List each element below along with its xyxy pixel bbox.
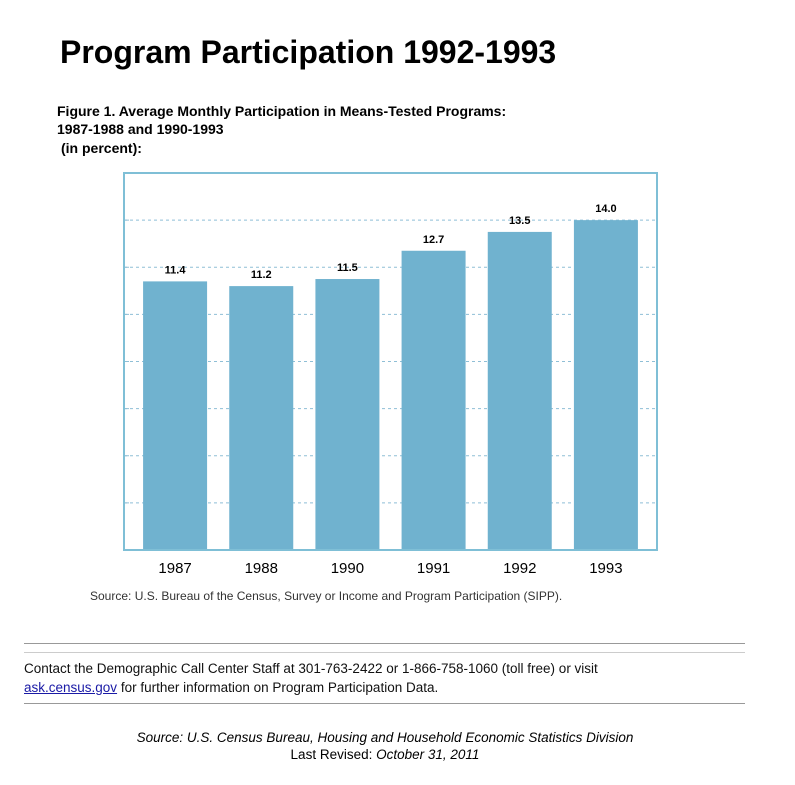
x-tick-label: 1992 <box>503 560 536 577</box>
contact-text: Contact the Demographic Call Center Staf… <box>24 661 598 676</box>
data-label: 12.7 <box>423 234 444 246</box>
divider <box>24 643 745 644</box>
contact-link[interactable]: ask.census.gov <box>24 680 118 695</box>
bar <box>487 231 552 550</box>
bar <box>315 279 380 550</box>
data-label: 11.5 <box>337 262 358 274</box>
bar <box>401 250 466 550</box>
x-tick-label: 1987 <box>158 560 191 577</box>
data-label: 14.0 <box>595 203 616 215</box>
contact-line: ask.census.gov for further information o… <box>24 680 438 695</box>
x-tick-label: 1990 <box>331 560 364 577</box>
footer-source: Source: U.S. Census Bureau, Housing and … <box>136 730 634 745</box>
bar <box>229 286 294 550</box>
chart-subtitle: 1987-1988 and 1990-1993 <box>57 121 224 137</box>
x-tick-label: 1988 <box>245 560 278 577</box>
x-tick-label: 1991 <box>417 560 450 577</box>
page-heading: Program Participation 1992-1993 <box>60 34 557 70</box>
revised-date: October 31, 2011 <box>376 747 480 762</box>
bar <box>573 220 638 550</box>
divider <box>24 652 745 653</box>
bar <box>143 281 208 550</box>
chart: 1987 11.4 1988 11.2 1990 11.5 1991 12.7 1992 13.5… <box>123 172 658 577</box>
data-label: 13.5 <box>509 215 530 227</box>
contact-tail: for further information on Program Parti… <box>120 680 439 695</box>
data-label: 11.2 <box>251 269 272 281</box>
x-tick-label: 1993 <box>589 560 622 577</box>
chart-title: Figure 1. Average Monthly Participation … <box>57 103 507 119</box>
plot-frame <box>123 172 658 551</box>
divider <box>24 703 745 704</box>
footer-revised: Last Revised: October 31, 2011 <box>0 747 770 762</box>
unit-note: (in percent): <box>61 140 142 156</box>
source-note: Source: U.S. Bureau of the Census, Surve… <box>90 589 563 603</box>
revised-label: Last Revised: <box>290 747 373 762</box>
data-label: 11.4 <box>165 264 187 276</box>
